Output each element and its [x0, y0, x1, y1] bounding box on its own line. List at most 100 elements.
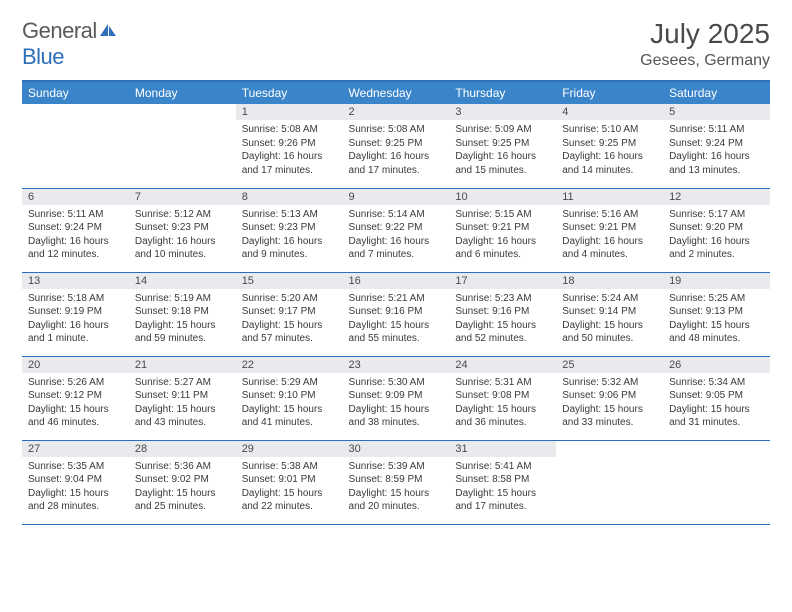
- day-number: 16: [343, 273, 450, 289]
- calendar-table: SundayMondayTuesdayWednesdayThursdayFrid…: [22, 80, 770, 525]
- day-content: Sunrise: 5:24 AMSunset: 9:14 PMDaylight:…: [556, 289, 663, 352]
- day-number: 7: [129, 189, 236, 205]
- day-content: Sunrise: 5:23 AMSunset: 9:16 PMDaylight:…: [449, 289, 556, 352]
- day-number: 2: [343, 104, 450, 120]
- calendar-day-cell: 3Sunrise: 5:09 AMSunset: 9:25 PMDaylight…: [449, 104, 556, 188]
- calendar-day-cell: 13Sunrise: 5:18 AMSunset: 9:19 PMDayligh…: [22, 272, 129, 356]
- calendar-day-cell: 17Sunrise: 5:23 AMSunset: 9:16 PMDayligh…: [449, 272, 556, 356]
- day-content: Sunrise: 5:26 AMSunset: 9:12 PMDaylight:…: [22, 373, 129, 436]
- weekday-header: Thursday: [449, 81, 556, 104]
- calendar-day-cell: 11Sunrise: 5:16 AMSunset: 9:21 PMDayligh…: [556, 188, 663, 272]
- day-content: Sunrise: 5:34 AMSunset: 9:05 PMDaylight:…: [663, 373, 770, 436]
- calendar-header-row: SundayMondayTuesdayWednesdayThursdayFrid…: [22, 81, 770, 104]
- day-content: Sunrise: 5:30 AMSunset: 9:09 PMDaylight:…: [343, 373, 450, 436]
- day-number: 3: [449, 104, 556, 120]
- calendar-day-cell: 1Sunrise: 5:08 AMSunset: 9:26 PMDaylight…: [236, 104, 343, 188]
- day-number: 4: [556, 104, 663, 120]
- month-title: July 2025: [640, 18, 770, 50]
- calendar-week-row: 27Sunrise: 5:35 AMSunset: 9:04 PMDayligh…: [22, 440, 770, 524]
- day-number: 14: [129, 273, 236, 289]
- day-content: Sunrise: 5:19 AMSunset: 9:18 PMDaylight:…: [129, 289, 236, 352]
- day-number: 11: [556, 189, 663, 205]
- day-number: 6: [22, 189, 129, 205]
- day-content: Sunrise: 5:15 AMSunset: 9:21 PMDaylight:…: [449, 205, 556, 268]
- day-content: Sunrise: 5:14 AMSunset: 9:22 PMDaylight:…: [343, 205, 450, 268]
- calendar-day-cell: [556, 440, 663, 524]
- weekday-header: Saturday: [663, 81, 770, 104]
- calendar-day-cell: 2Sunrise: 5:08 AMSunset: 9:25 PMDaylight…: [343, 104, 450, 188]
- calendar-day-cell: 30Sunrise: 5:39 AMSunset: 8:59 PMDayligh…: [343, 440, 450, 524]
- day-content: Sunrise: 5:41 AMSunset: 8:58 PMDaylight:…: [449, 457, 556, 520]
- calendar-day-cell: 29Sunrise: 5:38 AMSunset: 9:01 PMDayligh…: [236, 440, 343, 524]
- logo-word-b: Blue: [22, 44, 64, 69]
- location: Gesees, Germany: [640, 52, 770, 70]
- day-content: Sunrise: 5:20 AMSunset: 9:17 PMDaylight:…: [236, 289, 343, 352]
- day-content: Sunrise: 5:18 AMSunset: 9:19 PMDaylight:…: [22, 289, 129, 352]
- calendar-day-cell: 20Sunrise: 5:26 AMSunset: 9:12 PMDayligh…: [22, 356, 129, 440]
- day-number: 25: [556, 357, 663, 373]
- calendar-day-cell: 28Sunrise: 5:36 AMSunset: 9:02 PMDayligh…: [129, 440, 236, 524]
- day-number: 12: [663, 189, 770, 205]
- day-content: Sunrise: 5:12 AMSunset: 9:23 PMDaylight:…: [129, 205, 236, 268]
- calendar-day-cell: 19Sunrise: 5:25 AMSunset: 9:13 PMDayligh…: [663, 272, 770, 356]
- sail-icon: [99, 18, 117, 44]
- day-number: 1: [236, 104, 343, 120]
- day-number: 28: [129, 441, 236, 457]
- calendar-day-cell: 27Sunrise: 5:35 AMSunset: 9:04 PMDayligh…: [22, 440, 129, 524]
- day-content: Sunrise: 5:09 AMSunset: 9:25 PMDaylight:…: [449, 120, 556, 183]
- logo-text: GeneralBlue: [22, 18, 117, 70]
- calendar-week-row: 20Sunrise: 5:26 AMSunset: 9:12 PMDayligh…: [22, 356, 770, 440]
- calendar-week-row: 13Sunrise: 5:18 AMSunset: 9:19 PMDayligh…: [22, 272, 770, 356]
- title-block: July 2025 Gesees, Germany: [640, 18, 770, 70]
- calendar-day-cell: [22, 104, 129, 188]
- day-number: 23: [343, 357, 450, 373]
- logo-word-a: General: [22, 18, 97, 43]
- day-content: Sunrise: 5:31 AMSunset: 9:08 PMDaylight:…: [449, 373, 556, 436]
- day-content: Sunrise: 5:36 AMSunset: 9:02 PMDaylight:…: [129, 457, 236, 520]
- day-content: Sunrise: 5:32 AMSunset: 9:06 PMDaylight:…: [556, 373, 663, 436]
- logo: GeneralBlue: [22, 18, 117, 70]
- calendar-day-cell: 12Sunrise: 5:17 AMSunset: 9:20 PMDayligh…: [663, 188, 770, 272]
- day-number: 10: [449, 189, 556, 205]
- weekday-header: Monday: [129, 81, 236, 104]
- calendar-day-cell: 21Sunrise: 5:27 AMSunset: 9:11 PMDayligh…: [129, 356, 236, 440]
- calendar-body: 1Sunrise: 5:08 AMSunset: 9:26 PMDaylight…: [22, 104, 770, 524]
- day-content: Sunrise: 5:08 AMSunset: 9:26 PMDaylight:…: [236, 120, 343, 183]
- calendar-day-cell: 23Sunrise: 5:30 AMSunset: 9:09 PMDayligh…: [343, 356, 450, 440]
- day-content: Sunrise: 5:39 AMSunset: 8:59 PMDaylight:…: [343, 457, 450, 520]
- weekday-header: Tuesday: [236, 81, 343, 104]
- calendar-day-cell: 5Sunrise: 5:11 AMSunset: 9:24 PMDaylight…: [663, 104, 770, 188]
- day-content: Sunrise: 5:13 AMSunset: 9:23 PMDaylight:…: [236, 205, 343, 268]
- day-content: Sunrise: 5:25 AMSunset: 9:13 PMDaylight:…: [663, 289, 770, 352]
- day-number: 30: [343, 441, 450, 457]
- calendar-day-cell: [129, 104, 236, 188]
- day-number: 20: [22, 357, 129, 373]
- calendar-day-cell: 26Sunrise: 5:34 AMSunset: 9:05 PMDayligh…: [663, 356, 770, 440]
- calendar-day-cell: 14Sunrise: 5:19 AMSunset: 9:18 PMDayligh…: [129, 272, 236, 356]
- day-number: 13: [22, 273, 129, 289]
- day-content: Sunrise: 5:11 AMSunset: 9:24 PMDaylight:…: [22, 205, 129, 268]
- calendar-day-cell: 7Sunrise: 5:12 AMSunset: 9:23 PMDaylight…: [129, 188, 236, 272]
- calendar-day-cell: 6Sunrise: 5:11 AMSunset: 9:24 PMDaylight…: [22, 188, 129, 272]
- calendar-day-cell: 16Sunrise: 5:21 AMSunset: 9:16 PMDayligh…: [343, 272, 450, 356]
- calendar-week-row: 6Sunrise: 5:11 AMSunset: 9:24 PMDaylight…: [22, 188, 770, 272]
- day-number: 27: [22, 441, 129, 457]
- day-number: 19: [663, 273, 770, 289]
- day-content: Sunrise: 5:11 AMSunset: 9:24 PMDaylight:…: [663, 120, 770, 183]
- day-content: Sunrise: 5:29 AMSunset: 9:10 PMDaylight:…: [236, 373, 343, 436]
- day-number: 24: [449, 357, 556, 373]
- weekday-header: Friday: [556, 81, 663, 104]
- weekday-header: Wednesday: [343, 81, 450, 104]
- day-content: Sunrise: 5:27 AMSunset: 9:11 PMDaylight:…: [129, 373, 236, 436]
- calendar-day-cell: 9Sunrise: 5:14 AMSunset: 9:22 PMDaylight…: [343, 188, 450, 272]
- calendar-day-cell: 31Sunrise: 5:41 AMSunset: 8:58 PMDayligh…: [449, 440, 556, 524]
- calendar-day-cell: 22Sunrise: 5:29 AMSunset: 9:10 PMDayligh…: [236, 356, 343, 440]
- day-number: 22: [236, 357, 343, 373]
- day-number: 26: [663, 357, 770, 373]
- weekday-header: Sunday: [22, 81, 129, 104]
- day-content: Sunrise: 5:08 AMSunset: 9:25 PMDaylight:…: [343, 120, 450, 183]
- calendar-day-cell: 15Sunrise: 5:20 AMSunset: 9:17 PMDayligh…: [236, 272, 343, 356]
- day-number: 31: [449, 441, 556, 457]
- day-content: Sunrise: 5:21 AMSunset: 9:16 PMDaylight:…: [343, 289, 450, 352]
- day-number: 17: [449, 273, 556, 289]
